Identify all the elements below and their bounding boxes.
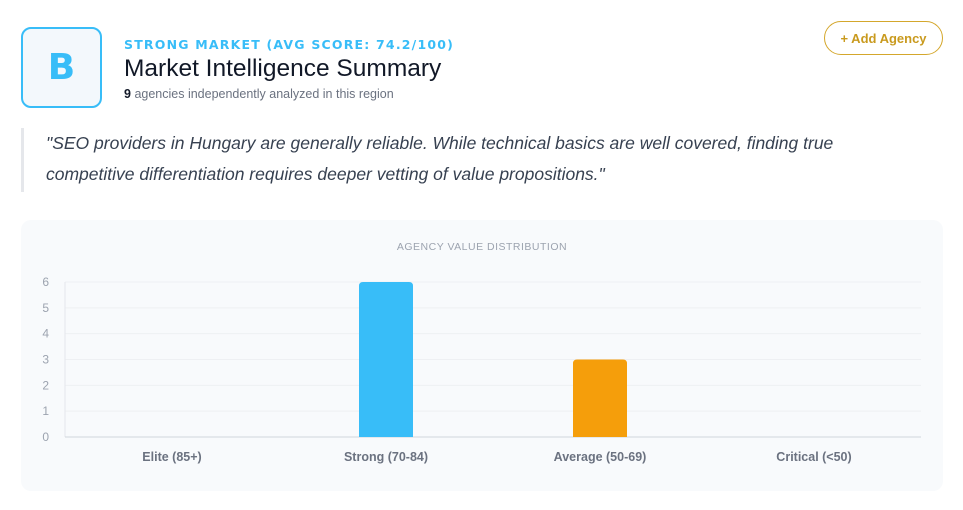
page-title: Market Intelligence Summary <box>124 55 442 82</box>
agency-count-text: agencies independently analyzed in this … <box>134 87 394 101</box>
add-agency-button[interactable]: + Add Agency <box>824 21 943 55</box>
y-tick-label: 4 <box>42 327 49 341</box>
x-tick-label: Average (50-69) <box>554 450 647 464</box>
market-label: STRONG MARKET (AVG SCORE: 74.2/100) <box>124 37 455 52</box>
agency-count-number: 9 <box>124 87 131 101</box>
header: STRONG MARKET (AVG SCORE: 74.2/100) Mark… <box>124 37 454 101</box>
bar-strong[interactable] <box>359 282 413 437</box>
y-tick-label: 2 <box>42 378 49 392</box>
y-tick-label: 6 <box>42 275 49 289</box>
y-tick-label: 1 <box>42 404 49 418</box>
chart-card: AGENCY VALUE DISTRIBUTION 0 1 2 3 4 5 6 Elite (… <box>21 220 943 491</box>
agency-count: 9 agencies independently analyzed in thi… <box>124 87 454 101</box>
x-tick-label: Elite (85+) <box>142 450 201 464</box>
chart-title: AGENCY VALUE DISTRIBUTION <box>396 241 568 253</box>
quote-text: "SEO providers in Hungary are generally … <box>46 133 834 184</box>
x-tick-label: Critical (<50) <box>776 450 851 464</box>
bar-average[interactable] <box>573 359 627 438</box>
x-tick-label: Strong (70-84) <box>344 450 428 464</box>
grade-letter: B <box>47 47 76 88</box>
y-tick-label: 3 <box>42 353 49 367</box>
grade-badge: B <box>21 27 102 108</box>
y-tick-label: 0 <box>42 430 49 444</box>
distribution-chart: 0 1 2 3 4 5 6 Elite (85+) Strong (70-84) Average … <box>42 275 921 464</box>
market-quote: "SEO providers in Hungary are generally … <box>21 128 921 192</box>
y-tick-label: 5 <box>42 301 49 315</box>
